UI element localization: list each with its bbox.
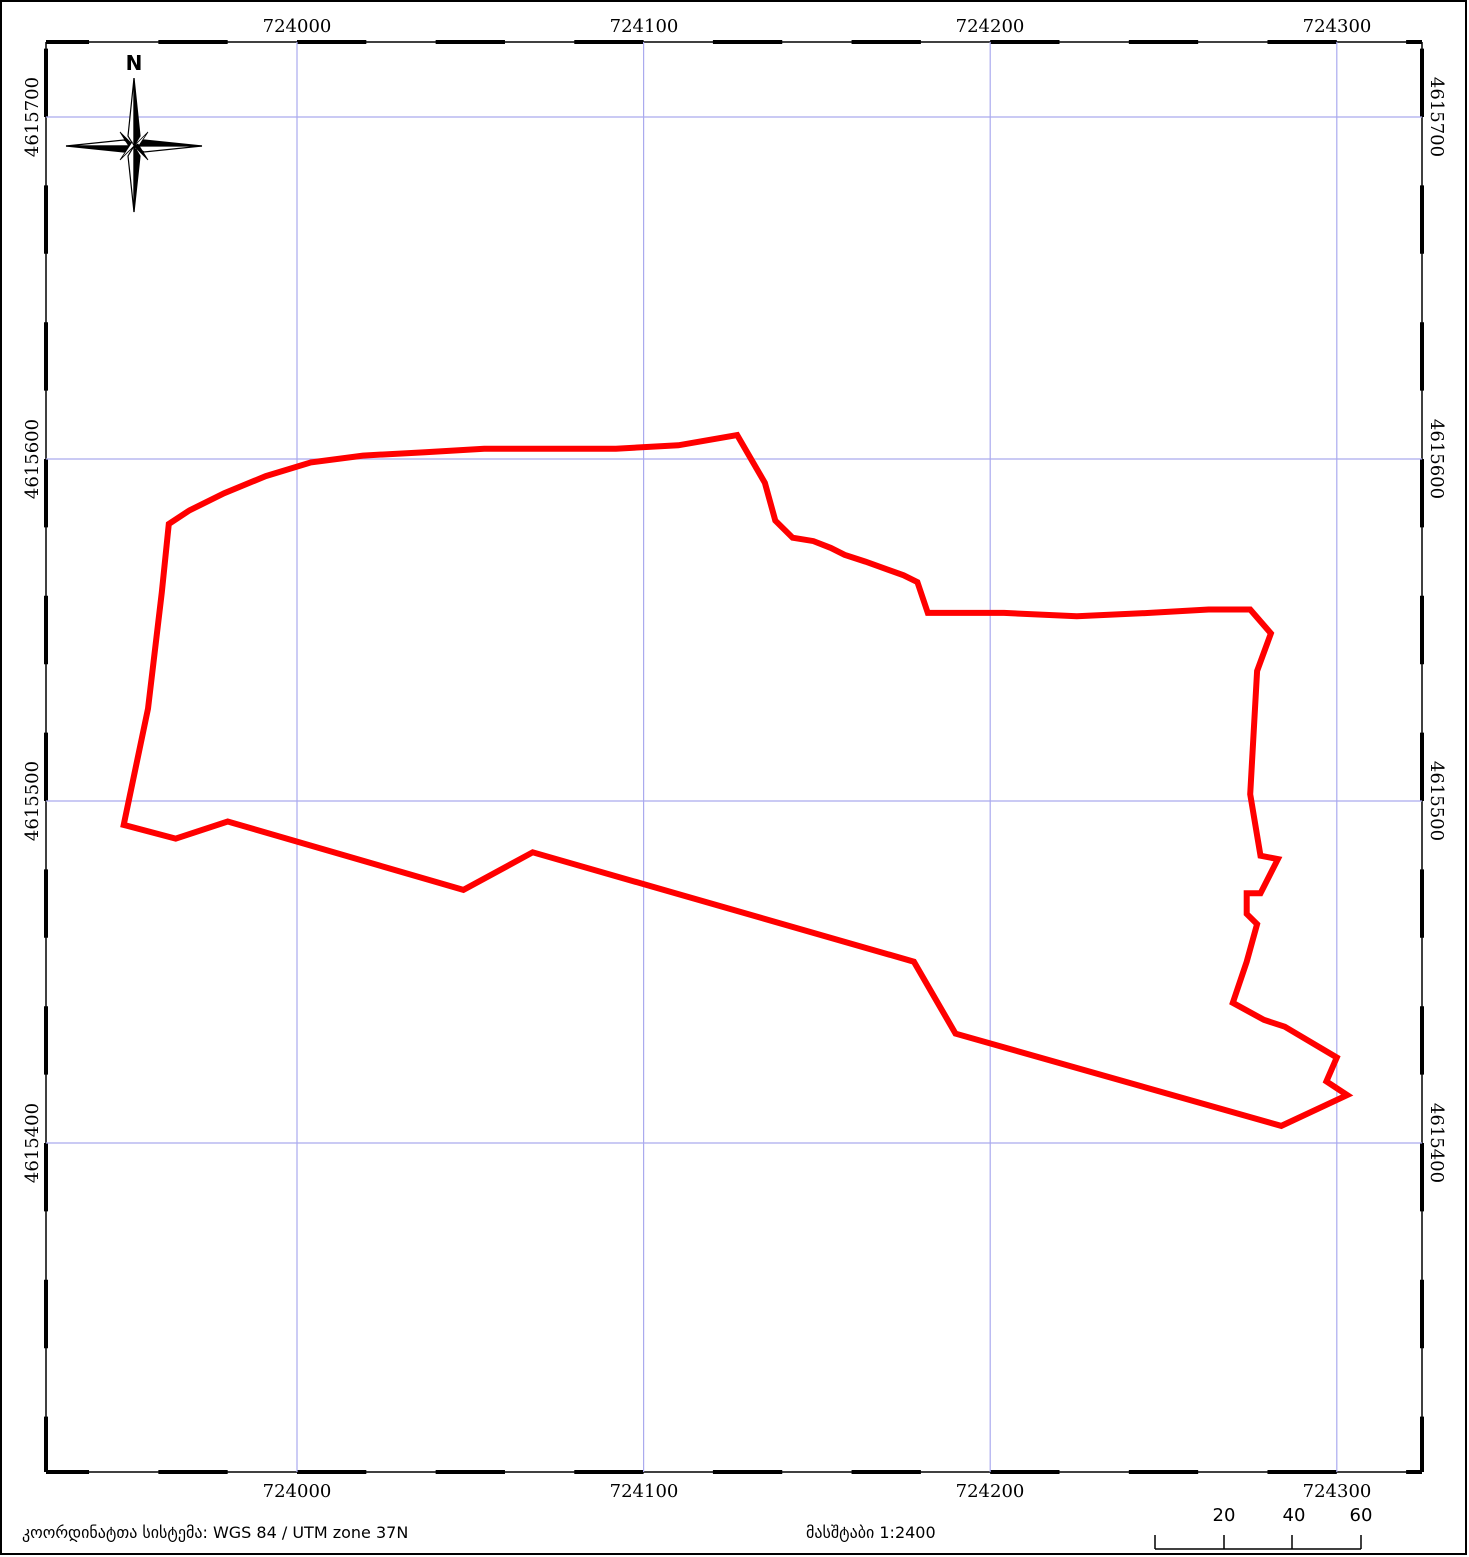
grid-label-y-left-4615700: 4615700	[22, 77, 43, 157]
coordinate-grid	[46, 42, 1422, 1472]
grid-label-x-bottom-724100: 724100	[610, 1481, 679, 1502]
grid-label-x-bottom-724200: 724200	[956, 1481, 1025, 1502]
north-arrow-icon: N	[65, 51, 203, 213]
grid-label-y-right-4615600: 4615600	[1426, 419, 1447, 499]
north-arrow-label: N	[126, 51, 143, 75]
grid-label-x-bottom-724300: 724300	[1303, 1481, 1372, 1502]
map-frame	[44, 40, 1424, 1474]
parcel-boundary	[120, 431, 1354, 1130]
scalebar-tick-40: 40	[1283, 1505, 1306, 1526]
grid-label-x-top-724200: 724200	[956, 16, 1025, 37]
grid-label-y-left-4615500: 4615500	[22, 761, 43, 841]
grid-label-x-top-724000: 724000	[263, 16, 332, 37]
grid-label-y-left-4615600: 4615600	[22, 419, 43, 499]
grid-label-y-right-4615400: 4615400	[1426, 1103, 1447, 1183]
map-scale-label: მასშტაბი 1:2400	[806, 1523, 936, 1542]
grid-label-y-right-4615500: 4615500	[1426, 761, 1447, 841]
scale-bar: 20 40 60	[1154, 1505, 1373, 1550]
scalebar-tick-20: 20	[1213, 1505, 1236, 1526]
scalebar-tick-60: 60	[1350, 1505, 1373, 1526]
grid-label-x-top-724300: 724300	[1303, 16, 1372, 37]
grid-label-y-left-4615400: 4615400	[22, 1103, 43, 1183]
grid-label-x-bottom-724000: 724000	[263, 1481, 332, 1502]
grid-label-x-top-724100: 724100	[610, 16, 679, 37]
grid-label-y-right-4615700: 4615700	[1426, 77, 1447, 157]
coordinate-system-label: კოორდინატთა სისტემა: WGS 84 / UTM zone 3…	[22, 1523, 409, 1542]
